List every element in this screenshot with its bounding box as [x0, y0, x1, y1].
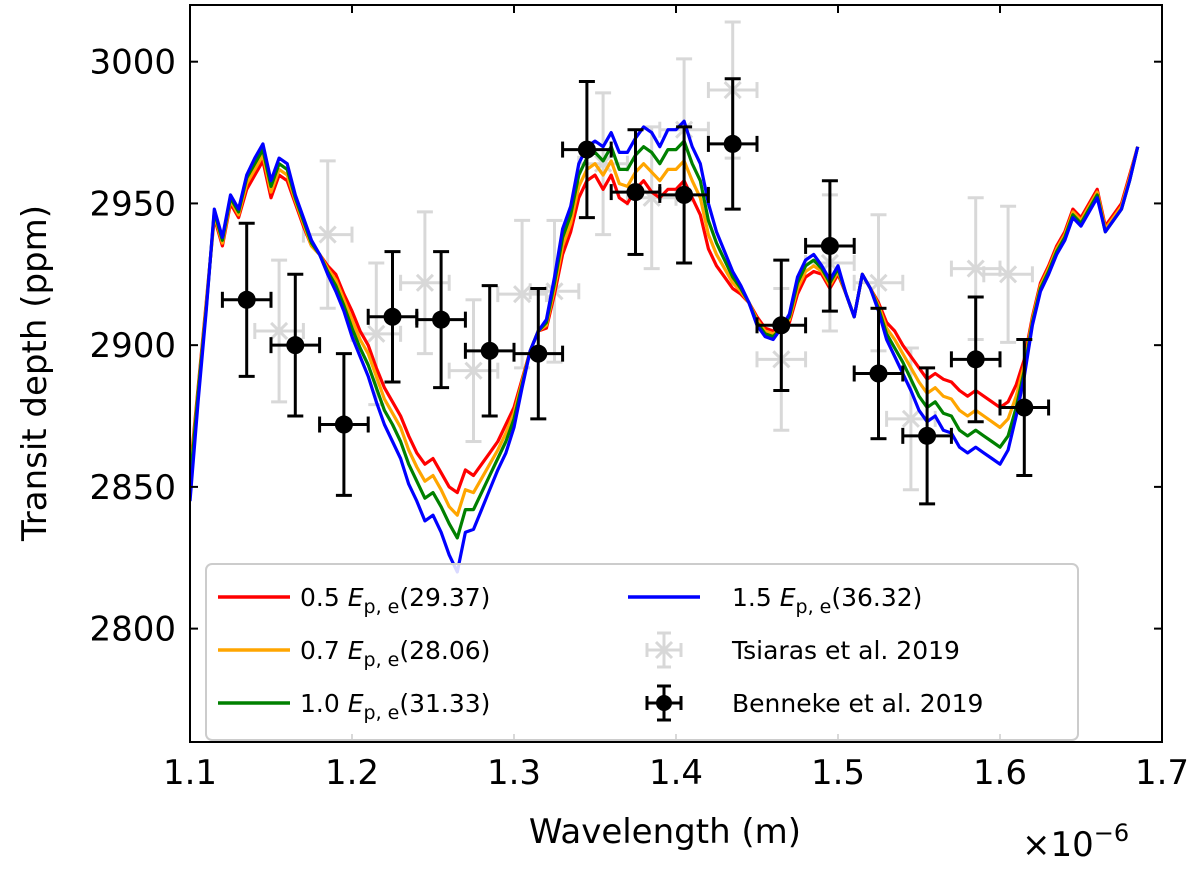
benneke-marker — [675, 185, 694, 204]
legend-sub: p, e — [364, 596, 400, 618]
y-tick-label: 2900 — [89, 326, 176, 366]
benneke-point — [561, 80, 613, 220]
tsiaras-marker — [966, 259, 985, 278]
y-tick-label: 2850 — [89, 468, 176, 508]
legend-main: 1.0 — [300, 689, 348, 718]
benneke-marker — [529, 344, 548, 363]
benneke-point — [706, 77, 759, 211]
legend-main: 1.5 — [732, 583, 780, 612]
benneke-point — [901, 366, 953, 506]
tsiaras-point — [982, 204, 1034, 344]
benneke-point — [415, 250, 467, 390]
benneke-marker — [480, 341, 499, 360]
benneke-marker — [966, 350, 985, 369]
benneke-marker — [1015, 398, 1034, 417]
benneke-point — [512, 286, 565, 421]
tsiaras-marker — [513, 285, 532, 304]
legend-value: (31.33) — [399, 689, 490, 718]
x-tick-label: 1.4 — [649, 753, 703, 793]
benneke-marker — [820, 236, 839, 255]
x-offset-base: ×10 — [1022, 825, 1094, 865]
benneke-layer — [220, 77, 1051, 506]
model-line-1 — [190, 146, 1140, 517]
legend-main: 0.7 — [300, 636, 348, 665]
legend-obs-x — [654, 640, 674, 660]
legend-obs-dot — [656, 695, 672, 711]
benneke-point — [366, 250, 419, 384]
tsiaras-marker — [367, 324, 386, 343]
legend-obs-marker — [645, 631, 683, 669]
benneke-point — [755, 258, 808, 393]
x-tick-label: 1.3 — [487, 753, 541, 793]
legend-main: 0.5 — [300, 583, 348, 612]
legend-symbol: E — [780, 583, 796, 612]
legend-symbol: E — [348, 689, 364, 718]
legend-symbol: E — [348, 583, 364, 612]
legend-obs-marker — [645, 684, 683, 722]
x-axis-label: Wavelength (m) — [529, 812, 801, 852]
y-tick-label: 3000 — [89, 43, 176, 83]
legend-entry-2: 1.0 Ep, e(31.33) — [300, 689, 490, 724]
x-tick-label: 1.5 — [811, 753, 865, 793]
benneke-marker — [918, 426, 937, 445]
benneke-point — [220, 221, 273, 378]
benneke-point — [269, 272, 322, 418]
legend-entry-1: 0.7 Ep, e(28.06) — [300, 636, 490, 671]
tsiaras-marker — [318, 225, 337, 244]
benneke-marker — [626, 183, 645, 202]
tsiaras-marker — [464, 361, 483, 380]
x-tick-label: 1.7 — [1135, 753, 1189, 793]
benneke-marker — [772, 316, 791, 335]
legend-value: (28.06) — [399, 636, 490, 665]
benneke-marker — [432, 310, 451, 329]
benneke-point — [804, 179, 856, 313]
benneke-marker — [577, 140, 596, 159]
y-tick-label: 2950 — [89, 184, 176, 224]
x-tick-label: 1.1 — [163, 753, 217, 793]
tsiaras-marker — [901, 409, 920, 428]
benneke-marker — [286, 336, 305, 355]
y-tick-label: 2800 — [89, 610, 176, 650]
x-axis-offset-label: ×10−6 — [1022, 819, 1129, 865]
tsiaras-marker — [270, 321, 289, 341]
benneke-marker — [869, 364, 888, 383]
legend-entry-obs-0: Tsiaras et al. 2019 — [731, 636, 960, 665]
benneke-marker — [383, 307, 402, 326]
benneke-marker — [723, 134, 742, 153]
tsiaras-point — [447, 298, 500, 444]
benneke-marker — [237, 290, 256, 309]
tsiaras-marker — [999, 265, 1018, 284]
benneke-point — [949, 295, 1002, 424]
benneke-point — [852, 306, 905, 441]
legend: 0.5 Ep, e(29.37)0.7 Ep, e(28.06)1.0 Ep, … — [205, 563, 1079, 741]
benneke-point — [318, 352, 370, 497]
legend-symbol: E — [348, 636, 364, 665]
x-offset-exponent: −6 — [1094, 819, 1129, 847]
legend-sub: p, e — [364, 649, 400, 671]
tsiaras-marker — [869, 273, 888, 292]
model-line-2 — [190, 139, 1140, 540]
x-tick-label: 1.2 — [325, 753, 379, 793]
benneke-point — [998, 337, 1051, 478]
model-line-3 — [190, 119, 1140, 574]
y-axis-label: Transit depth (ppm) — [15, 205, 55, 542]
legend-entry-0: 0.5 Ep, e(29.37) — [300, 583, 490, 618]
axis-ticks: 1.1 1.2 1.3 1.4 1.5 1.6 1.7 2800 2850 2900 2950 300… — [89, 5, 1189, 793]
legend-entry-obs-1: Benneke et al. 2019 — [732, 689, 983, 718]
legend-sub: p, e — [364, 702, 400, 724]
benneke-marker — [334, 415, 353, 434]
legend-sub: p, e — [796, 596, 832, 618]
legend-value: (36.32) — [831, 583, 922, 612]
legend-value: (29.37) — [399, 583, 490, 612]
legend-entry-3: 1.5 Ep, e(36.32) — [732, 583, 922, 618]
legend-box — [205, 563, 1079, 741]
tsiaras-marker — [415, 273, 434, 292]
benneke-point — [658, 125, 710, 265]
x-tick-label: 1.6 — [973, 753, 1027, 793]
